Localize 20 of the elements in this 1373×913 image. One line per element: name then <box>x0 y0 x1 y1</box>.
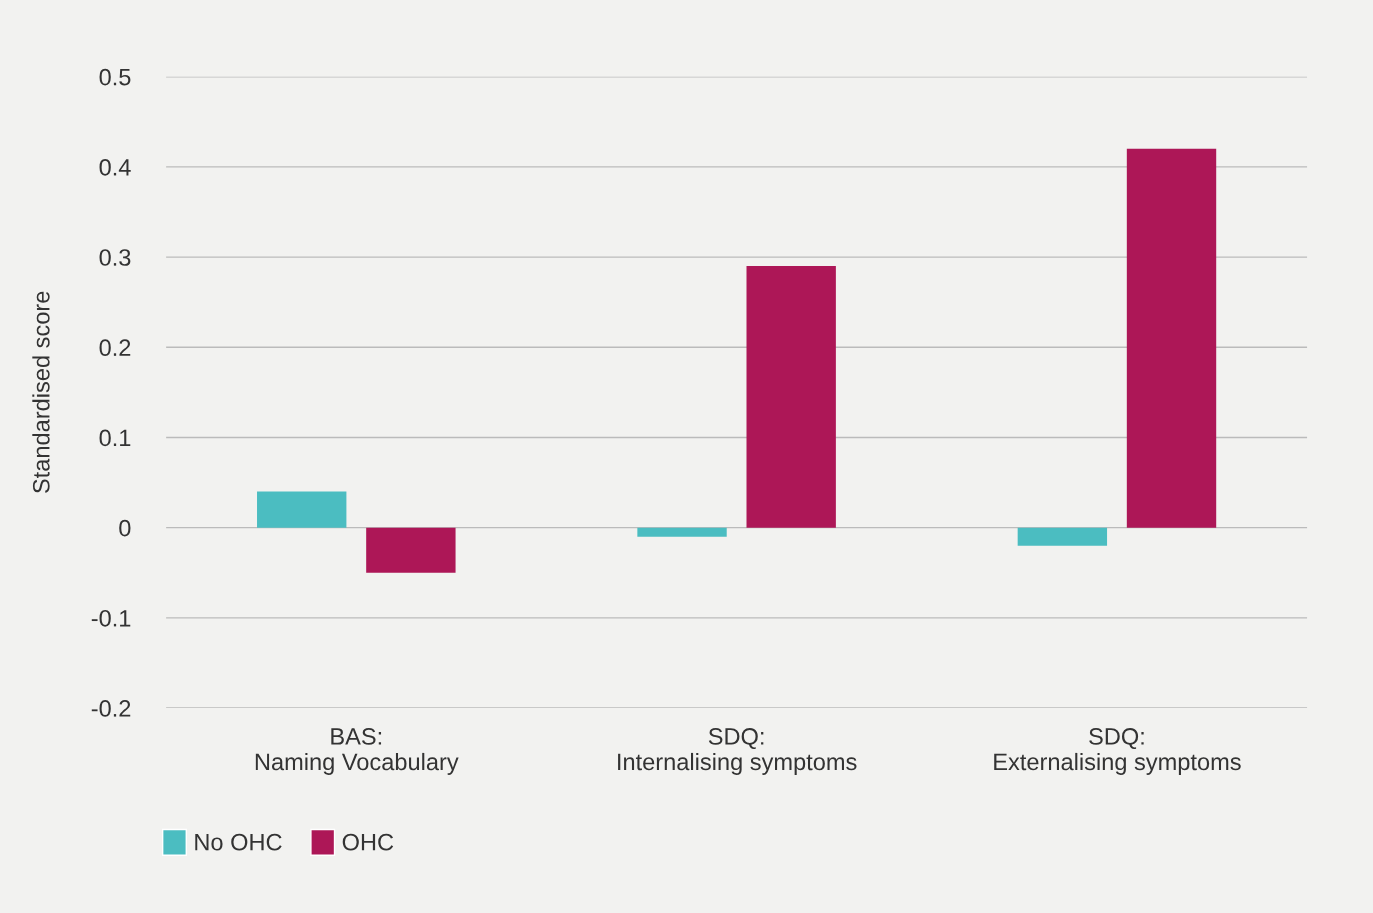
y-tick-label: 0.2 <box>99 339 131 357</box>
bar <box>746 266 836 528</box>
x-tick-label: SDQ: Internalising symptoms <box>618 728 857 775</box>
bar <box>366 527 456 573</box>
bar <box>1017 527 1108 546</box>
y-tick-label: 0 <box>119 519 131 537</box>
x-tick-label: SDQ: Externalising symptoms <box>994 728 1241 775</box>
bar <box>637 527 727 537</box>
bar <box>257 491 347 528</box>
y-tick-label: -0.1 <box>91 609 131 627</box>
legend-label: OHC <box>342 833 394 851</box>
y-tick-label: 0.4 <box>99 158 131 176</box>
y-axis-title: Standardised score <box>32 291 50 493</box>
x-tick-label: BAS: Naming Vocabulary <box>255 728 459 775</box>
bar <box>1126 148 1217 528</box>
y-tick-label: 0.3 <box>99 249 131 266</box>
legend-label: No OHC <box>195 833 282 851</box>
y-tick-label: 0.5 <box>99 68 131 86</box>
y-tick-label: -0.2 <box>91 700 131 717</box>
y-tick-label: 0.1 <box>99 429 131 447</box>
